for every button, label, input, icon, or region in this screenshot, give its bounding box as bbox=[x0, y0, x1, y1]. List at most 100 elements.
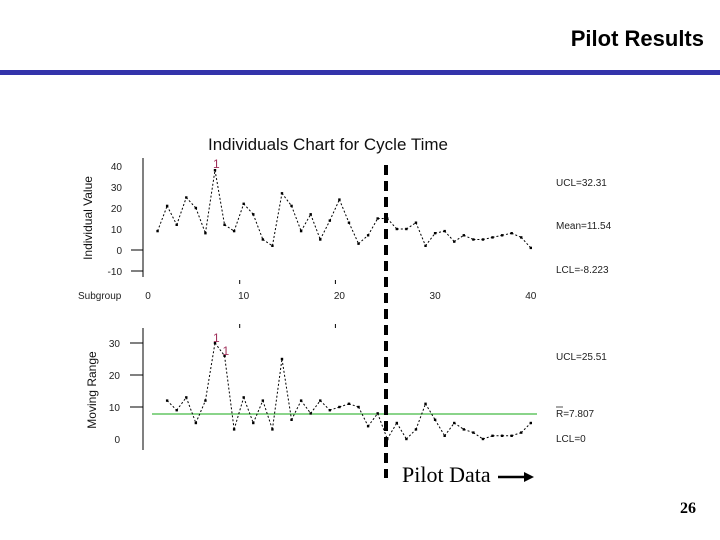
data-point bbox=[309, 213, 312, 216]
data-point bbox=[213, 169, 217, 172]
y-tick-label: 30 bbox=[109, 339, 121, 350]
data-point bbox=[232, 428, 236, 431]
data-point bbox=[481, 238, 485, 241]
data-point bbox=[223, 354, 226, 357]
y-tick-label: 10 bbox=[111, 225, 123, 236]
data-point bbox=[491, 434, 494, 437]
data-point bbox=[520, 236, 523, 239]
data-point bbox=[232, 229, 236, 233]
data-point bbox=[347, 402, 351, 405]
page-number: 26 bbox=[680, 500, 696, 517]
y-tick-label: 20 bbox=[111, 204, 123, 215]
arrow-right-icon bbox=[498, 471, 535, 482]
data-point bbox=[242, 202, 245, 205]
pilot-data-text: Pilot Data bbox=[402, 462, 491, 487]
y-axis-label: Individual Value bbox=[81, 176, 95, 260]
x-tick-label: 10 bbox=[238, 291, 250, 302]
data-point bbox=[252, 213, 255, 216]
chart-title: Individuals Chart for Cycle Time bbox=[208, 135, 448, 154]
data-point bbox=[395, 227, 399, 231]
y-tick-label: 0 bbox=[114, 435, 120, 446]
x-tick-label: 0 bbox=[145, 291, 151, 302]
pilot-data-label: Pilot Data bbox=[402, 462, 536, 488]
data-point bbox=[433, 232, 437, 235]
data-point bbox=[328, 409, 332, 412]
out-of-control-flag: 1 bbox=[213, 331, 220, 345]
data-point bbox=[252, 421, 255, 425]
data-point bbox=[204, 399, 207, 402]
y-tick-label: 0 bbox=[116, 246, 122, 257]
moving-range-chart: 30 20 10 0 Moving Range 11 UCL=25.51 R=7.807 LCL… bbox=[85, 328, 607, 450]
data-point bbox=[414, 428, 418, 431]
data-point bbox=[366, 234, 370, 237]
individuals-chart: Individuals Chart for Cycle Time40302010… bbox=[78, 135, 612, 328]
y-tick-label: 10 bbox=[109, 403, 121, 414]
data-point bbox=[453, 421, 456, 425]
data-point bbox=[462, 234, 466, 237]
data-point bbox=[510, 434, 513, 437]
data-point bbox=[319, 238, 322, 241]
x-axis-label: Subgroup bbox=[78, 291, 122, 302]
y-tick-label: 40 bbox=[111, 162, 123, 173]
ucl-label: UCL=25.51 bbox=[556, 352, 607, 363]
data-point bbox=[500, 234, 504, 237]
data-point bbox=[280, 357, 284, 361]
data-point bbox=[185, 196, 188, 199]
ucl-label: UCL=32.31 bbox=[556, 178, 607, 189]
mean-label: Mean=11.54 bbox=[556, 221, 612, 232]
data-point bbox=[213, 341, 217, 345]
data-point bbox=[204, 232, 207, 235]
data-point bbox=[481, 437, 485, 441]
title-rule bbox=[0, 70, 720, 75]
data-point bbox=[443, 434, 446, 437]
y-tick-label: 20 bbox=[109, 371, 121, 382]
data-point bbox=[175, 223, 178, 226]
y-axis-label: Moving Range bbox=[85, 351, 99, 429]
data-point bbox=[338, 198, 341, 201]
data-point bbox=[529, 421, 532, 425]
y-tick-label: 30 bbox=[111, 183, 123, 194]
rbar-label: R=7.807 bbox=[556, 409, 595, 420]
data-point bbox=[156, 229, 159, 233]
data-point bbox=[433, 418, 437, 421]
data-point bbox=[520, 431, 523, 434]
data-point bbox=[165, 204, 169, 208]
data-point bbox=[453, 240, 456, 243]
x-tick-label: 30 bbox=[430, 291, 442, 302]
data-point bbox=[319, 399, 322, 402]
slide-title: Pilot Results bbox=[570, 26, 704, 51]
data-point bbox=[242, 396, 245, 399]
data-point bbox=[443, 229, 446, 233]
data-point bbox=[424, 244, 427, 247]
data-point bbox=[472, 431, 475, 434]
data-point bbox=[357, 405, 360, 409]
data-point bbox=[194, 421, 198, 425]
data-point bbox=[405, 437, 408, 441]
x-tick-label: 40 bbox=[525, 291, 537, 302]
data-point bbox=[328, 219, 332, 222]
data-point bbox=[185, 396, 188, 399]
data-point bbox=[299, 399, 303, 402]
data-point bbox=[529, 246, 532, 250]
data-point bbox=[376, 217, 379, 220]
data-point bbox=[299, 229, 303, 233]
data-point bbox=[165, 399, 169, 402]
x-tick-label: 20 bbox=[334, 291, 346, 302]
data-point bbox=[491, 236, 494, 239]
data-point bbox=[290, 204, 293, 208]
data-point bbox=[309, 412, 312, 415]
data-point bbox=[357, 242, 360, 245]
data-point bbox=[366, 425, 370, 428]
data-point bbox=[500, 434, 504, 437]
data-point bbox=[405, 227, 408, 231]
out-of-control-flag: 1 bbox=[213, 157, 220, 171]
data-point bbox=[194, 206, 198, 210]
data-point bbox=[395, 421, 399, 425]
data-point bbox=[462, 428, 466, 431]
lcl-label: LCL=-8.223 bbox=[556, 265, 609, 276]
data-point bbox=[376, 412, 379, 415]
data-point bbox=[175, 409, 178, 412]
data-point bbox=[414, 221, 418, 224]
data-point bbox=[347, 221, 351, 224]
